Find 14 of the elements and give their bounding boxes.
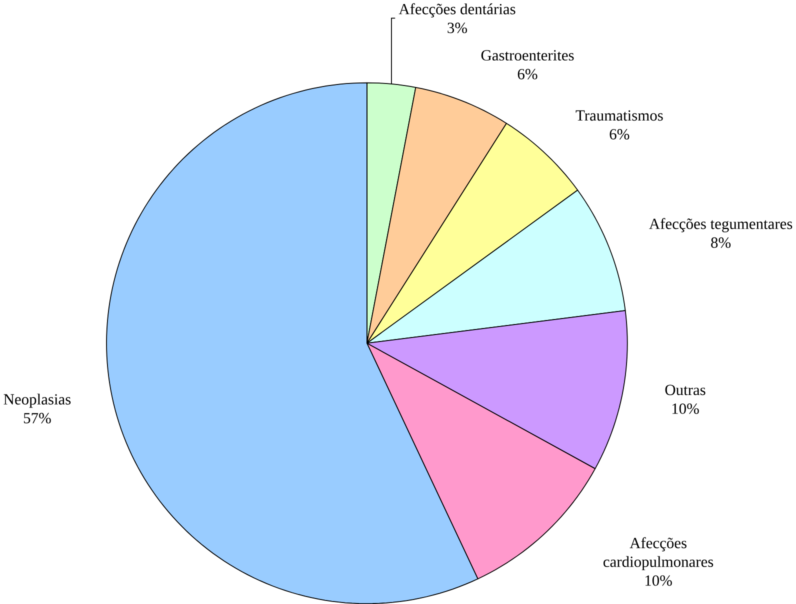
slice-label: Outras	[665, 384, 706, 396]
data-label: 10%	[672, 403, 699, 414]
data-label: 8%	[711, 237, 731, 248]
data-label: 6%	[610, 128, 630, 140]
slice-label: Afecções tegumentares	[649, 218, 792, 232]
slice-label: Afecções cardiopulmonares	[604, 537, 714, 570]
data-label: 57%	[24, 412, 51, 424]
data-label: 10%	[645, 575, 672, 586]
slice-label: Gastroenterites	[481, 50, 574, 61]
data-label: 3%	[448, 22, 468, 34]
slice-label: Traumatismos	[576, 110, 663, 121]
slice-label: Neoplasias	[4, 394, 71, 408]
slice-label: Afecções dentárias	[398, 3, 516, 18]
data-label: 6%	[518, 68, 538, 80]
